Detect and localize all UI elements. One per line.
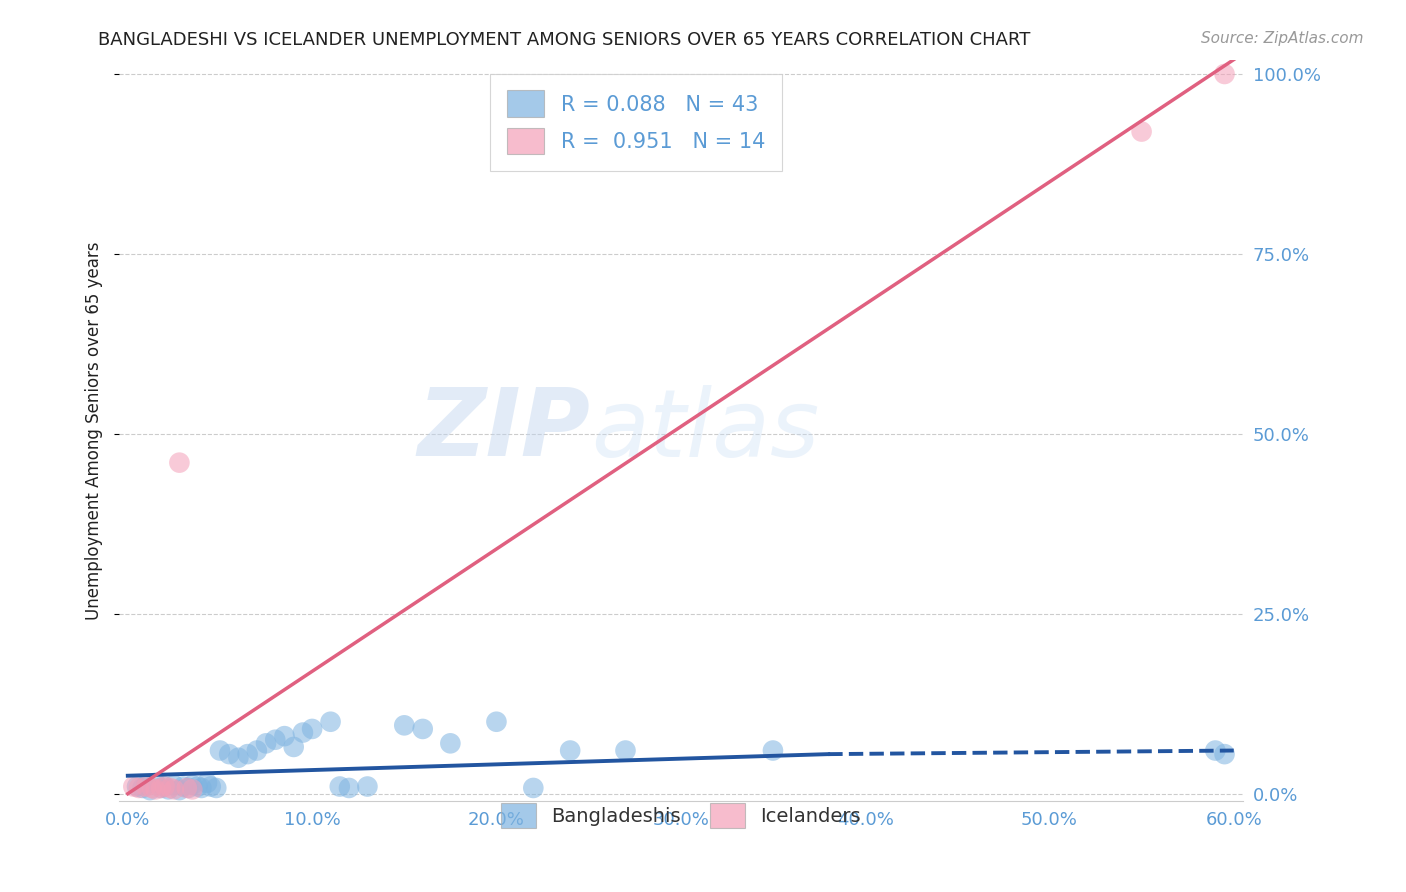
Point [301,722,323,736]
Point [145,782,167,797]
Point [218,747,240,761]
Point [187,780,209,794]
Point [153,780,176,794]
Point [337,780,360,795]
Point [283,739,305,754]
Point [319,714,342,729]
Point [264,732,287,747]
Point [125,780,148,794]
Point [177,780,200,795]
Point [236,747,259,761]
Point [181,778,204,792]
Point [149,780,172,795]
Legend: Bangladeshis, Icelanders: Bangladeshis, Icelanders [492,795,869,836]
Point [195,776,218,790]
Point [163,778,186,792]
Text: ZIP: ZIP [418,384,591,476]
Point [135,780,157,794]
Y-axis label: Unemployment Among Seniors over 65 years: Unemployment Among Seniors over 65 years [86,241,103,620]
Point [394,718,416,732]
Point [439,736,461,750]
Point [172,780,194,794]
Point [128,780,150,795]
Point [291,725,314,739]
Text: atlas: atlas [591,384,820,475]
Point [254,736,277,750]
Point [131,780,153,795]
Text: BANGLADESHI VS ICELANDER UNEMPLOYMENT AMONG SENIORS OVER 65 YEARS CORRELATION CH: BANGLADESHI VS ICELANDER UNEMPLOYMENT AM… [98,31,1031,49]
Point [412,722,434,736]
Point [1213,747,1236,761]
Point [139,783,162,797]
Point [614,743,637,757]
Point [135,778,157,792]
Point [560,743,582,757]
Point [169,783,191,797]
Point [145,776,167,790]
Point [163,782,186,797]
Point [149,780,172,795]
Point [169,456,191,470]
Point [228,750,250,764]
Point [246,743,269,757]
Point [485,714,508,729]
Point [208,743,231,757]
Point [1130,125,1153,139]
Point [329,780,352,794]
Point [176,780,198,795]
Text: Source: ZipAtlas.com: Source: ZipAtlas.com [1201,31,1364,46]
Point [190,780,212,795]
Point [141,780,163,795]
Point [205,780,228,795]
Point [356,780,378,794]
Point [522,780,544,795]
Point [1213,67,1236,81]
Point [122,780,145,794]
Point [157,782,180,797]
Point [159,780,181,795]
Point [1204,743,1226,757]
Point [762,743,785,757]
Point [273,729,295,743]
Point [153,780,176,794]
Point [181,782,204,797]
Point [200,780,222,794]
